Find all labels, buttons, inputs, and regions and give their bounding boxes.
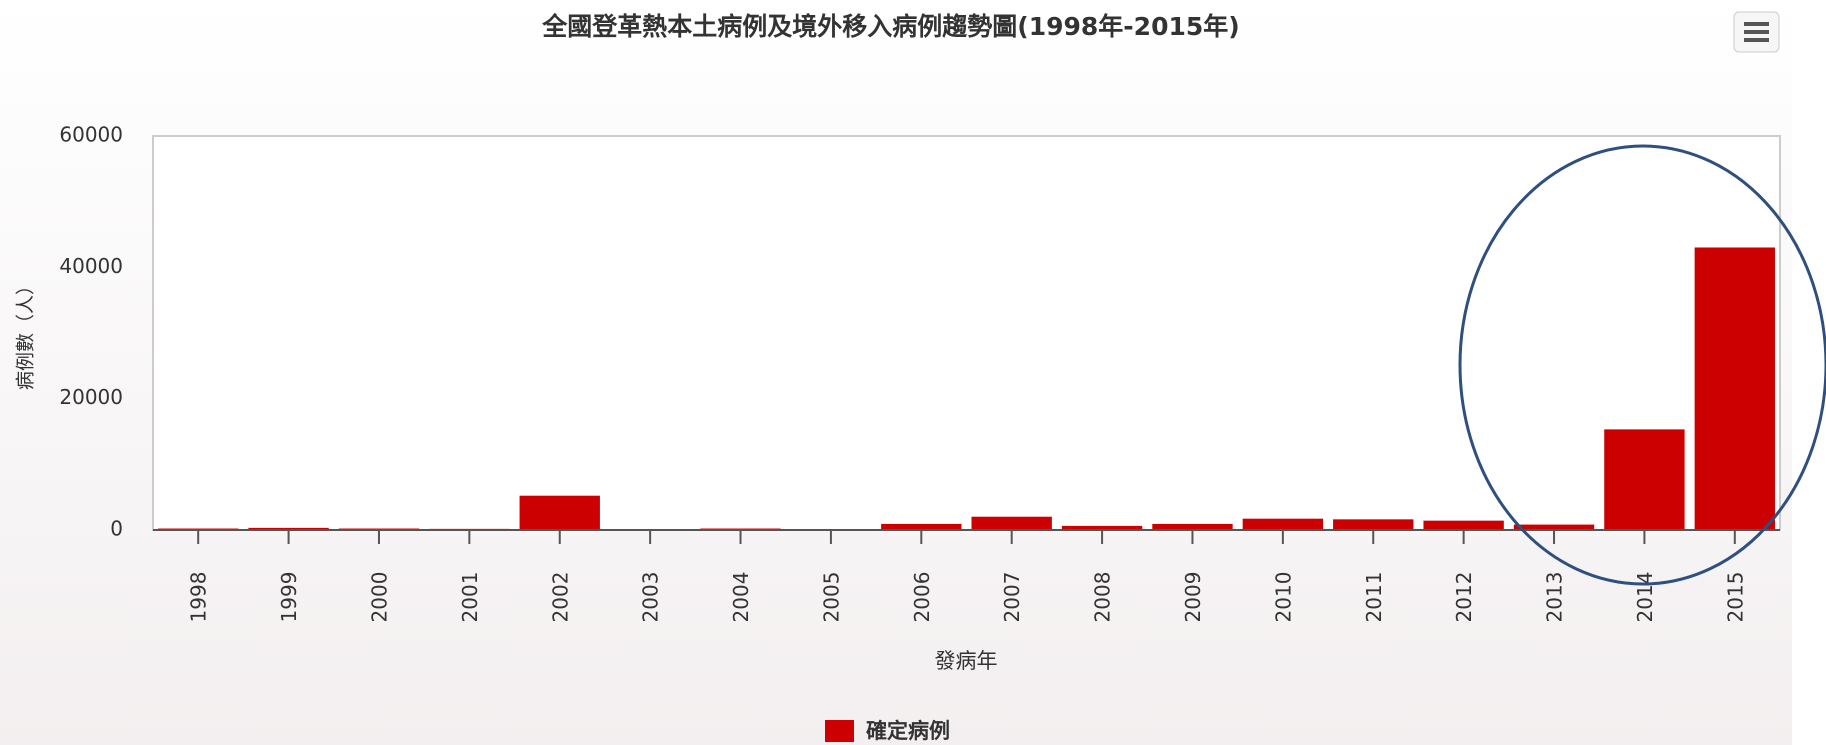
bar: [1603, 428, 1686, 531]
y-tick-label: 60000: [59, 123, 123, 147]
x-tick-label: 2008: [1091, 572, 1115, 623]
x-tick-label: 2013: [1543, 572, 1567, 623]
bar: [1241, 517, 1325, 531]
bar: [518, 494, 601, 531]
plot-area: [152, 135, 1781, 531]
x-tick-label: 2001: [458, 572, 482, 623]
x-tick-label: 1999: [277, 572, 301, 623]
x-tick-label: 2015: [1723, 572, 1747, 623]
x-tick-label: 1998: [187, 572, 211, 623]
x-tick-label: 2009: [1181, 572, 1205, 623]
bar: [1332, 518, 1415, 531]
legend-swatch: [825, 720, 854, 742]
x-tick-label: 2004: [729, 572, 753, 623]
menu-line: [1744, 22, 1769, 26]
chart-title: 全國登革熱本土病例及境外移入病例趨勢圖(1998年-2015年): [541, 12, 1239, 41]
menu-line: [1744, 30, 1769, 34]
y-axis-title: 病例數（人）: [15, 276, 37, 390]
bar: [970, 515, 1053, 531]
menu-line: [1744, 38, 1769, 42]
annotation-circle: [1458, 144, 1826, 586]
y-tick-label: 0: [110, 517, 123, 541]
menu-button[interactable]: [1733, 11, 1780, 53]
y-tick-label: 40000: [59, 254, 123, 278]
bar: [1422, 519, 1505, 531]
y-tick-label: 20000: [59, 385, 123, 409]
x-tick-label: 2011: [1362, 572, 1386, 623]
x-tick-label: 2000: [367, 572, 391, 623]
bar: [1693, 246, 1776, 531]
x-tick-label: 2006: [910, 572, 934, 623]
x-tick-label: 2010: [1271, 572, 1295, 623]
x-tick-label: 2005: [819, 572, 843, 623]
x-tick-label: 2007: [1000, 572, 1024, 623]
legend-label: 確定病例: [866, 719, 950, 743]
x-tick-label: 2012: [1452, 572, 1476, 623]
x-tick-label: 2003: [639, 572, 663, 623]
x-tick-label: 2014: [1633, 572, 1657, 623]
x-axis-title: 發病年: [935, 649, 998, 673]
x-tick-label: 2002: [548, 572, 572, 623]
